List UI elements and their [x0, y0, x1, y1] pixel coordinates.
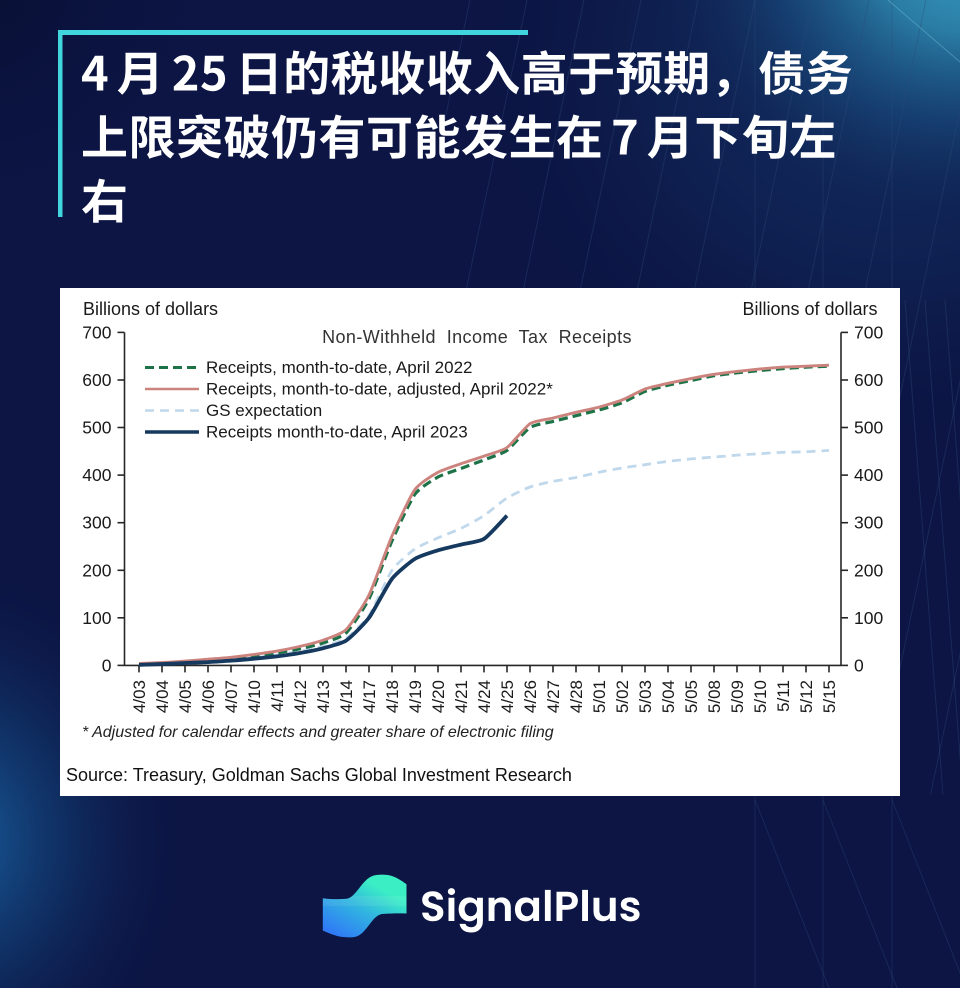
svg-text:4/28: 4/28 — [567, 680, 586, 713]
svg-text:Non-Withheld Income Tax Rec: Non-Withheld Income Tax Receipts — [322, 327, 632, 347]
svg-text:GS expectation: GS expectation — [206, 401, 322, 420]
svg-text:0: 0 — [854, 655, 864, 675]
svg-text:4/12: 4/12 — [291, 680, 310, 713]
svg-text:100: 100 — [854, 608, 883, 628]
svg-text:5/08: 5/08 — [705, 680, 724, 713]
svg-text:4/11: 4/11 — [268, 680, 287, 712]
svg-text:4/03: 4/03 — [130, 680, 149, 713]
svg-text:4/07: 4/07 — [222, 680, 241, 713]
svg-text:200: 200 — [82, 560, 111, 580]
svg-text:600: 600 — [82, 370, 111, 390]
svg-text:4/19: 4/19 — [406, 680, 425, 713]
svg-text:700: 700 — [82, 322, 111, 342]
svg-text:4/20: 4/20 — [429, 680, 448, 713]
svg-text:4/21: 4/21 — [452, 680, 471, 713]
svg-text:4/17: 4/17 — [360, 680, 379, 713]
svg-text:Source: Treasury, Goldman Sach: Source: Treasury, Goldman Sachs Global I… — [66, 765, 572, 785]
svg-text:0: 0 — [102, 655, 112, 675]
svg-text:Receipts month-to-date, April: Receipts month-to-date, April 2023 — [206, 423, 468, 442]
svg-text:4/26: 4/26 — [521, 680, 540, 713]
svg-text:5/12: 5/12 — [797, 680, 816, 713]
svg-text:5/11: 5/11 — [774, 680, 793, 712]
svg-text:4/13: 4/13 — [314, 680, 333, 713]
svg-text:100: 100 — [82, 608, 111, 628]
svg-text:5/05: 5/05 — [682, 680, 701, 713]
svg-text:4/18: 4/18 — [383, 680, 402, 713]
svg-text:4/25: 4/25 — [498, 680, 517, 713]
svg-text:Receipts, month-to-date, April: Receipts, month-to-date, April 2022 — [206, 358, 472, 377]
svg-text:400: 400 — [854, 465, 883, 485]
svg-text:4/14: 4/14 — [337, 680, 356, 713]
svg-text:5/03: 5/03 — [636, 680, 655, 713]
svg-text:700: 700 — [854, 322, 883, 342]
svg-text:5/10: 5/10 — [751, 680, 770, 713]
svg-text:4/05: 4/05 — [176, 680, 195, 713]
svg-text:4/04: 4/04 — [153, 680, 172, 713]
svg-text:500: 500 — [82, 418, 111, 438]
svg-text:5/09: 5/09 — [728, 680, 747, 713]
svg-text:300: 300 — [82, 513, 111, 533]
svg-text:4/10: 4/10 — [245, 680, 264, 713]
svg-text:300: 300 — [854, 513, 883, 533]
svg-text:400: 400 — [82, 465, 111, 485]
svg-text:Receipts, month-to-date, adjus: Receipts, month-to-date, adjusted, April… — [206, 380, 553, 399]
svg-text:4/06: 4/06 — [199, 680, 218, 713]
svg-text:5/02: 5/02 — [613, 680, 632, 713]
svg-text:Billions of dollars: Billions of dollars — [83, 299, 218, 319]
svg-text:200: 200 — [854, 560, 883, 580]
svg-text:* Adjusted for calendar effect: * Adjusted for calendar effects and grea… — [82, 724, 554, 741]
svg-text:5/01: 5/01 — [590, 680, 609, 713]
svg-text:5/04: 5/04 — [659, 680, 678, 713]
svg-text:500: 500 — [854, 418, 883, 438]
svg-text:Billions of dollars: Billions of dollars — [742, 299, 877, 319]
svg-text:5/15: 5/15 — [820, 680, 839, 713]
svg-text:4/27: 4/27 — [544, 680, 563, 713]
svg-text:4/24: 4/24 — [475, 680, 494, 713]
svg-text:600: 600 — [854, 370, 883, 390]
